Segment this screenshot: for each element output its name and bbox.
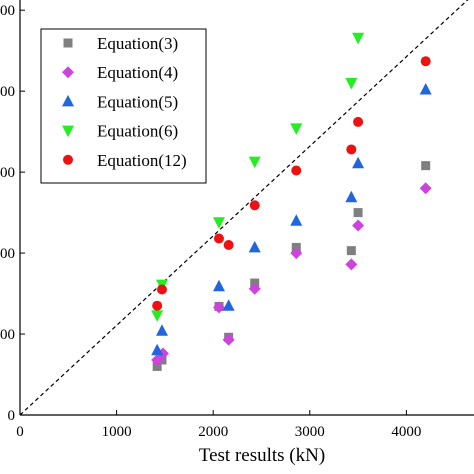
y-tick-label-2: 00 bbox=[0, 327, 15, 343]
data-point-series-4-1 bbox=[151, 310, 164, 322]
y-tick-label-5: 00 bbox=[0, 84, 15, 100]
data-point-series-1-1 bbox=[152, 361, 162, 371]
data-point-series-3-4 bbox=[222, 299, 235, 311]
y-tick-label-3: 00 bbox=[0, 246, 15, 262]
data-point-series-4-4 bbox=[248, 156, 261, 169]
legend-marker-4 bbox=[62, 125, 74, 138]
data-point-series-4-6 bbox=[345, 78, 358, 90]
x-tick-label-4: 3000 bbox=[295, 424, 325, 440]
data-point-series-5-8 bbox=[353, 116, 364, 127]
data-point-series-1-9 bbox=[421, 161, 431, 171]
data-point-series-5-7 bbox=[346, 144, 357, 155]
data-point-series-1-7 bbox=[346, 246, 356, 256]
data-point-series-2-7 bbox=[345, 258, 358, 271]
legend-label-2: Equation(4) bbox=[97, 63, 178, 82]
data-point-series-3-7 bbox=[345, 190, 358, 203]
data-point-series-5-6 bbox=[291, 165, 302, 176]
data-point-series-3-6 bbox=[290, 214, 303, 226]
data-point-series-3-9 bbox=[419, 83, 432, 95]
x-axis-title: Test results (kN) bbox=[199, 445, 325, 466]
data-point-series-2-4 bbox=[222, 333, 235, 346]
legend: Equation(3) Equation(4) Equation(5) Equatio… bbox=[40, 28, 207, 184]
y-tick-label-6: 00 bbox=[0, 3, 15, 19]
legend-marker-5 bbox=[63, 154, 73, 165]
data-point-series-1-8 bbox=[353, 208, 363, 218]
data-point-series-2-3 bbox=[212, 301, 225, 314]
data-point-series-2-6 bbox=[290, 247, 303, 260]
data-point-series-4-5 bbox=[290, 123, 303, 135]
data-point-series-3-2 bbox=[155, 324, 168, 336]
legend-marker-1 bbox=[63, 38, 73, 48]
data-point-series-3-3 bbox=[212, 279, 225, 292]
data-point-series-4-7 bbox=[352, 32, 365, 45]
data-point-series-2-9 bbox=[419, 182, 432, 195]
data-point-series-3-8 bbox=[352, 156, 365, 169]
data-point-series-2-1 bbox=[151, 353, 164, 366]
data-point-series-5-3 bbox=[213, 233, 224, 244]
legend-label-3: Equation(5) bbox=[97, 92, 178, 111]
x-tick-label-2: 1000 bbox=[102, 424, 132, 440]
x-tick-label-1: 0 bbox=[16, 424, 24, 440]
data-point-series-4-3 bbox=[212, 217, 225, 229]
data-points-layer bbox=[151, 32, 432, 371]
axes bbox=[19, 0, 474, 416]
legend-label-1: Equation(3) bbox=[97, 34, 178, 53]
x-tick-label-3: 2000 bbox=[198, 424, 228, 440]
data-point-series-5-5 bbox=[249, 200, 260, 211]
data-point-series-2-8 bbox=[352, 219, 365, 232]
y-tick-label-1: 0 bbox=[8, 408, 16, 424]
data-point-series-5-9 bbox=[420, 56, 431, 67]
legend-marker-2 bbox=[62, 66, 74, 79]
data-point-series-5-2 bbox=[156, 284, 167, 295]
legend-label-4: Equation(6) bbox=[97, 122, 178, 141]
data-point-series-2-5 bbox=[248, 282, 261, 295]
reference-line bbox=[19, 0, 469, 416]
legend-marker-3 bbox=[62, 94, 74, 107]
data-point-series-3-1 bbox=[151, 343, 164, 356]
x-tick-label-5: 4000 bbox=[391, 424, 421, 440]
data-point-series-5-4 bbox=[223, 239, 234, 250]
data-point-series-5-1 bbox=[152, 300, 163, 311]
reference-line-layer bbox=[19, 0, 469, 416]
data-point-series-3-5 bbox=[248, 240, 261, 253]
legend-label-5: Equation(12) bbox=[97, 151, 187, 170]
y-tick-label-4: 00 bbox=[0, 165, 15, 181]
